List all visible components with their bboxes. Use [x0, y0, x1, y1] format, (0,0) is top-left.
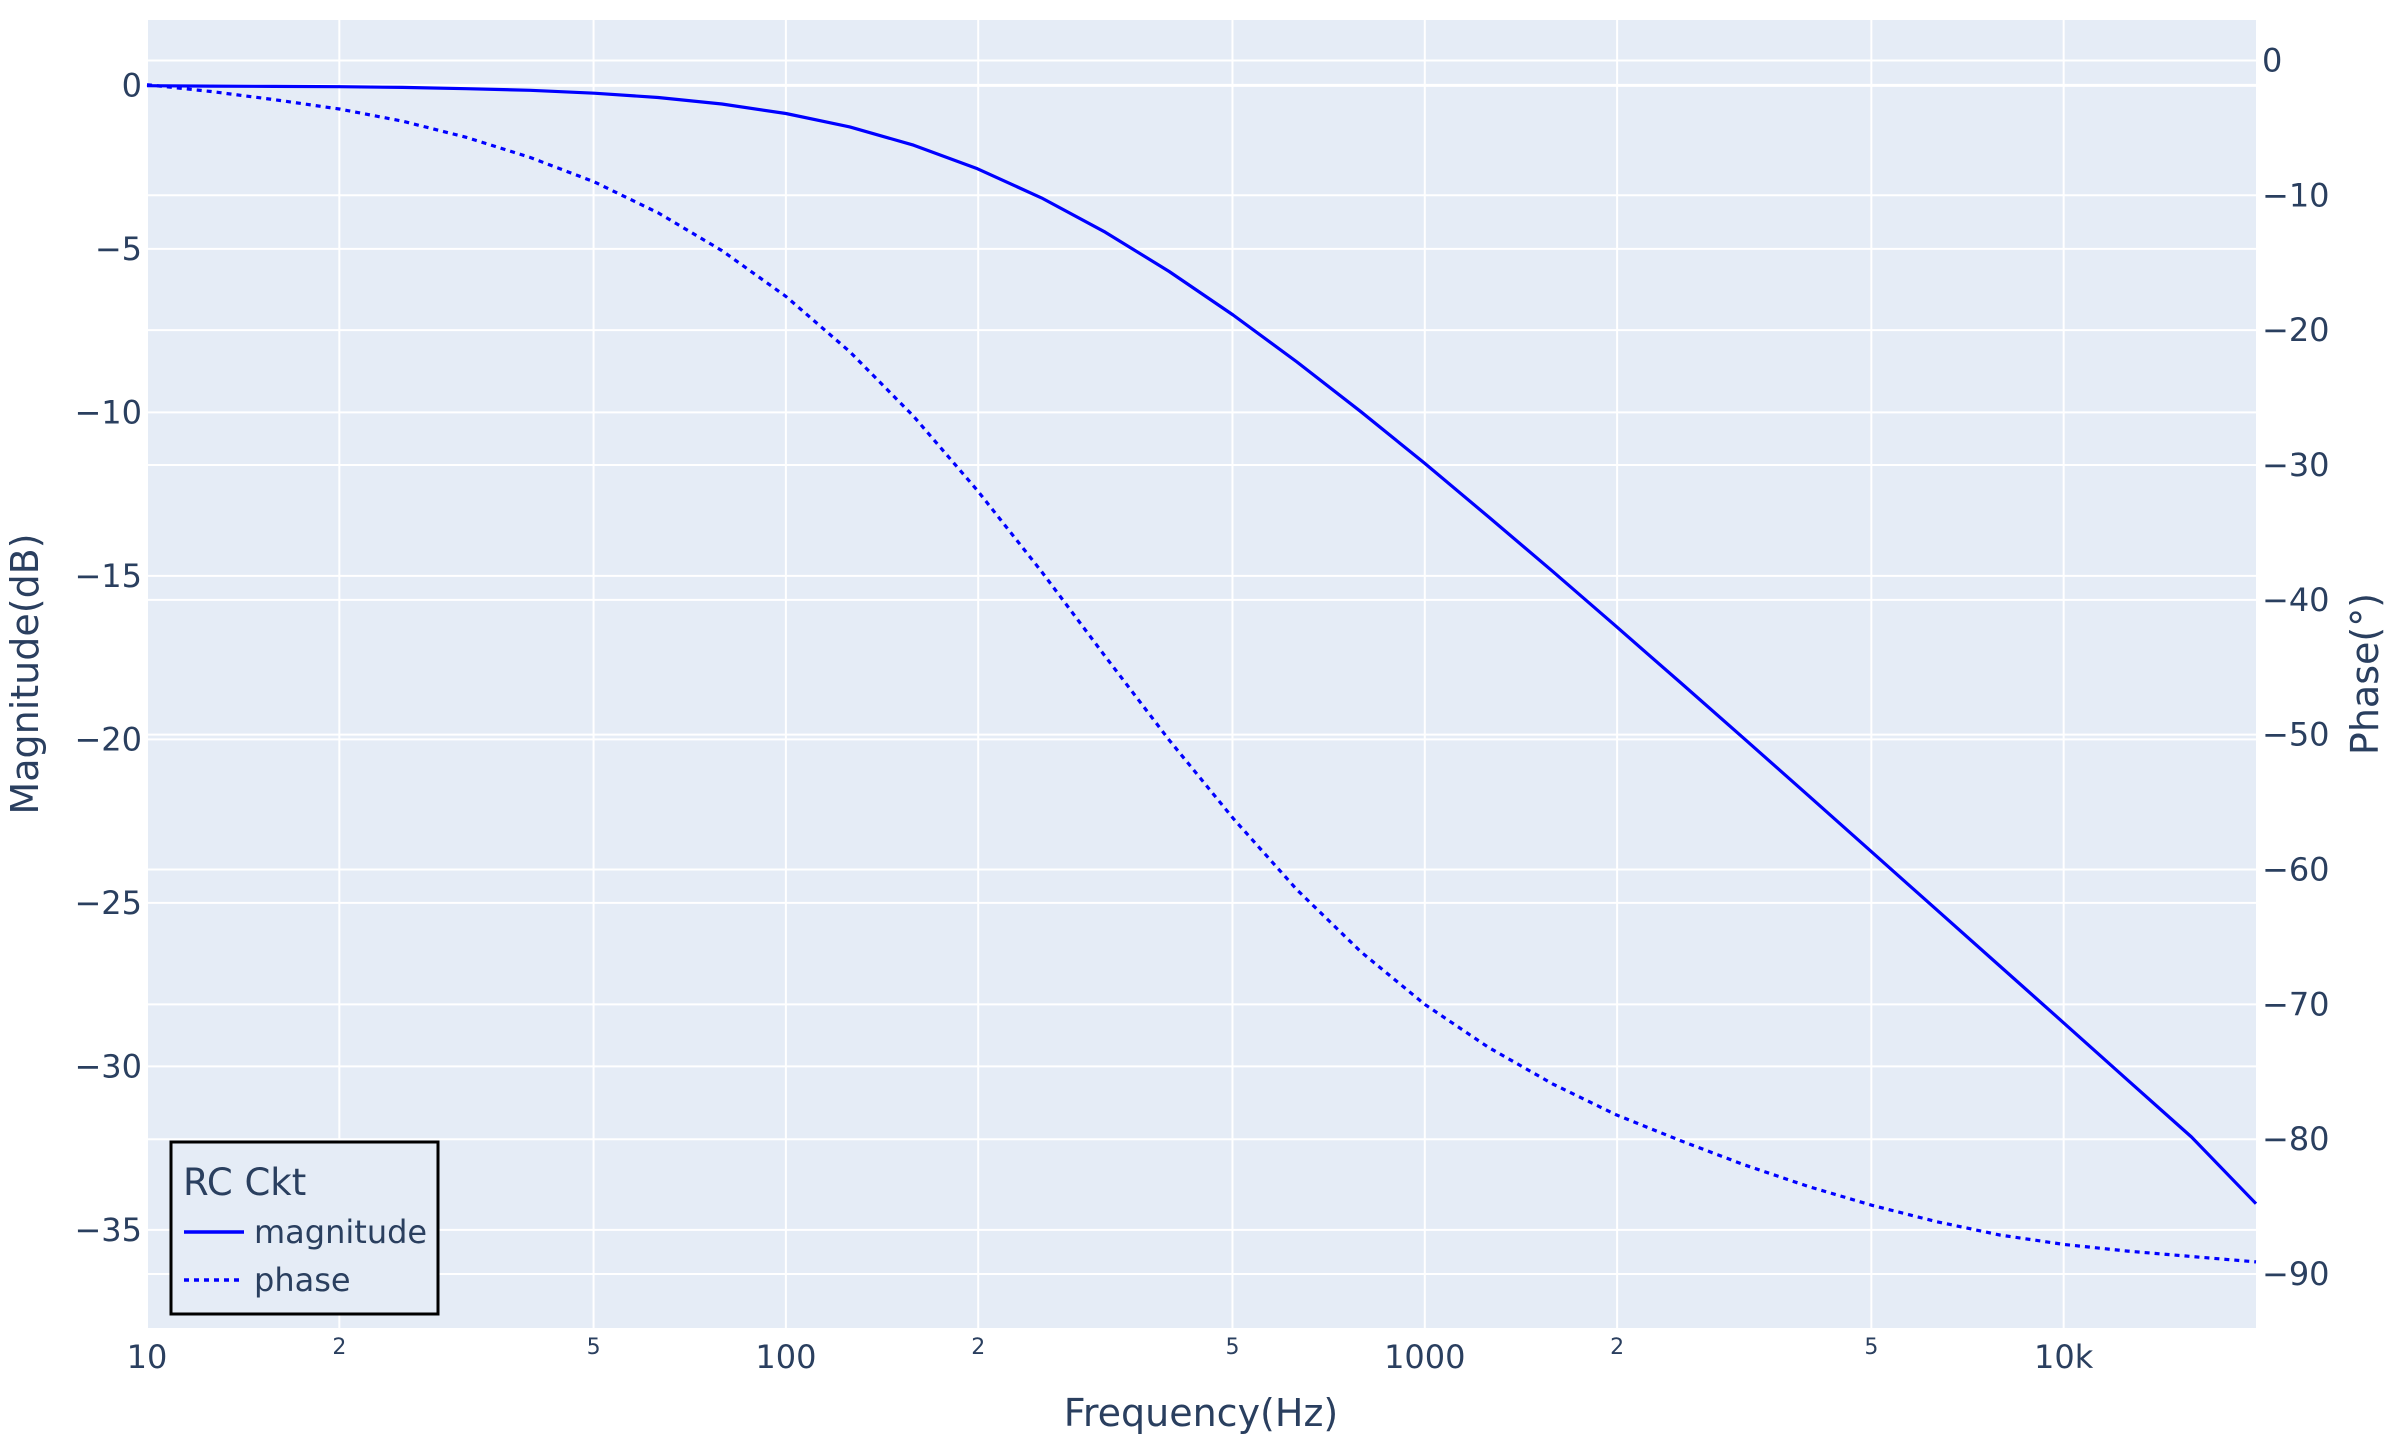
x-tick-label: 1000	[1384, 1338, 1465, 1376]
x-tick-label: 2	[1610, 1335, 1624, 1360]
x-tick-label: 2	[332, 1335, 346, 1360]
x-tick-label: 2	[971, 1335, 985, 1360]
y-tick-label: −10	[74, 393, 142, 431]
series-layer	[146, 83, 2258, 1264]
y2-axis-ticks: 0 −10 −20 −30 −40 −50 −60 −70 −80 −90	[2262, 41, 2330, 1293]
y-axis-title: Magnitude(dB)	[3, 533, 47, 814]
y2-tick-label: −90	[2262, 1255, 2330, 1293]
series-line-phase	[146, 83, 2257, 1264]
y2-tick-label: −10	[2262, 176, 2330, 214]
y-tick-label: −35	[74, 1211, 142, 1249]
legend: RC Ckt magnitude phase	[169, 1140, 440, 1316]
y-tick-label: −25	[74, 884, 142, 922]
y2-tick-label: 0	[2262, 41, 2282, 79]
y-tick-label: −15	[74, 557, 142, 595]
y-tick-label: −5	[95, 230, 142, 268]
y2-tick-label: −30	[2262, 446, 2330, 484]
x-tick-label: 10k	[2034, 1338, 2094, 1376]
x-tick-label: 5	[1225, 1335, 1239, 1360]
y-tick-label: −20	[74, 720, 142, 758]
legend-label-magnitude: magnitude	[254, 1213, 427, 1251]
legend-title: RC Ckt	[183, 1161, 306, 1204]
x-axis-ticks: 10 2 5 100 2 5 1000 2 5 10k	[127, 1335, 2094, 1376]
x-axis-title: Frequency(Hz)	[1064, 1391, 1338, 1435]
grid-lines	[146, 20, 2256, 1328]
x-tick-label: 5	[1864, 1335, 1878, 1360]
y2-tick-label: −20	[2262, 311, 2330, 349]
y-tick-label: −30	[74, 1047, 142, 1085]
x-tick-label: 5	[587, 1335, 601, 1360]
y2-tick-label: −60	[2262, 851, 2330, 889]
y2-tick-label: −80	[2262, 1120, 2330, 1158]
y2-tick-label: −40	[2262, 581, 2330, 619]
legend-box	[169, 1140, 440, 1316]
y-tick-label: 0	[122, 66, 142, 104]
series-line-magnitude	[146, 84, 2258, 1205]
plot-area	[147, 20, 2256, 1328]
y-axis-ticks: 0 −5 −10 −15 −20 −25 −30 −35	[74, 66, 142, 1249]
y2-axis-title: Phase(°)	[2343, 593, 2387, 755]
x-tick-label: 100	[755, 1338, 816, 1376]
y2-tick-label: −70	[2262, 985, 2330, 1023]
x-tick-label: 10	[127, 1338, 168, 1376]
legend-label-phase: phase	[254, 1261, 351, 1299]
y2-tick-label: −50	[2262, 716, 2330, 754]
